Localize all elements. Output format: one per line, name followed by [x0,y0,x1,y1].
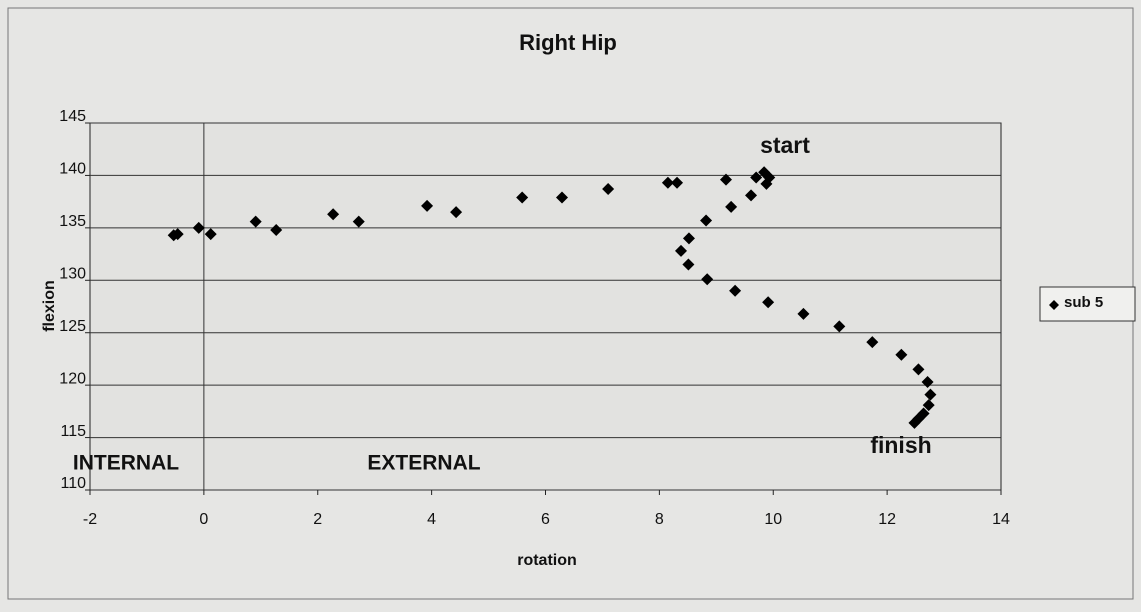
point [516,191,529,204]
plot-area [89,122,1002,491]
x-tick-label: 6 [541,511,550,528]
point [602,183,615,196]
point [922,399,935,412]
x-tick-label: 14 [992,511,1010,528]
point [204,228,217,241]
annotation: INTERNAL [73,452,179,475]
point [921,375,934,388]
annotation: start [760,132,810,158]
x-tick-label: 10 [764,511,782,528]
point [833,320,846,333]
annotation: finish [870,432,931,458]
x-tick-label: 12 [878,511,896,528]
x-tick-label: 0 [199,511,208,528]
annotation: EXTERNAL [367,452,480,475]
point [682,258,695,271]
point [700,214,713,227]
y-tick-label: 120 [59,370,86,387]
point [908,416,921,429]
point [701,273,714,286]
y-tick-label: 125 [59,318,86,335]
y-tick-label: 140 [59,161,86,178]
point [327,208,340,221]
point [270,223,283,236]
point [556,191,569,204]
point [762,296,775,309]
x-tick-label: 4 [427,511,436,528]
point [729,284,742,297]
point [421,199,434,212]
point [725,200,738,213]
point [682,232,695,245]
point [675,244,688,257]
y-tick-label: 115 [60,423,86,440]
x-axis-label: rotation [517,552,577,569]
legend-label: sub 5 [1064,294,1103,311]
legend-marker [1049,300,1059,310]
point [171,228,184,241]
y-tick-label: 110 [60,475,86,492]
point [750,171,763,184]
point [352,215,365,228]
x-tick-label: 2 [313,511,322,528]
point [661,176,674,189]
x-tick-label: 8 [655,511,664,528]
point [719,173,732,186]
y-axis-label: flexion [41,280,58,332]
point [249,215,262,228]
y-tick-label: 145 [59,108,86,125]
point [924,388,937,401]
point [760,177,773,190]
x-tick-label: -2 [83,511,97,528]
point [895,348,908,361]
point [745,189,758,202]
point [797,307,810,320]
point [450,206,463,219]
chart-title: Right Hip [519,30,617,55]
y-tick-label: 135 [59,213,86,230]
point [866,336,879,349]
y-tick-label: 130 [59,266,86,283]
point [192,221,205,234]
point [671,176,684,189]
point [912,363,925,376]
